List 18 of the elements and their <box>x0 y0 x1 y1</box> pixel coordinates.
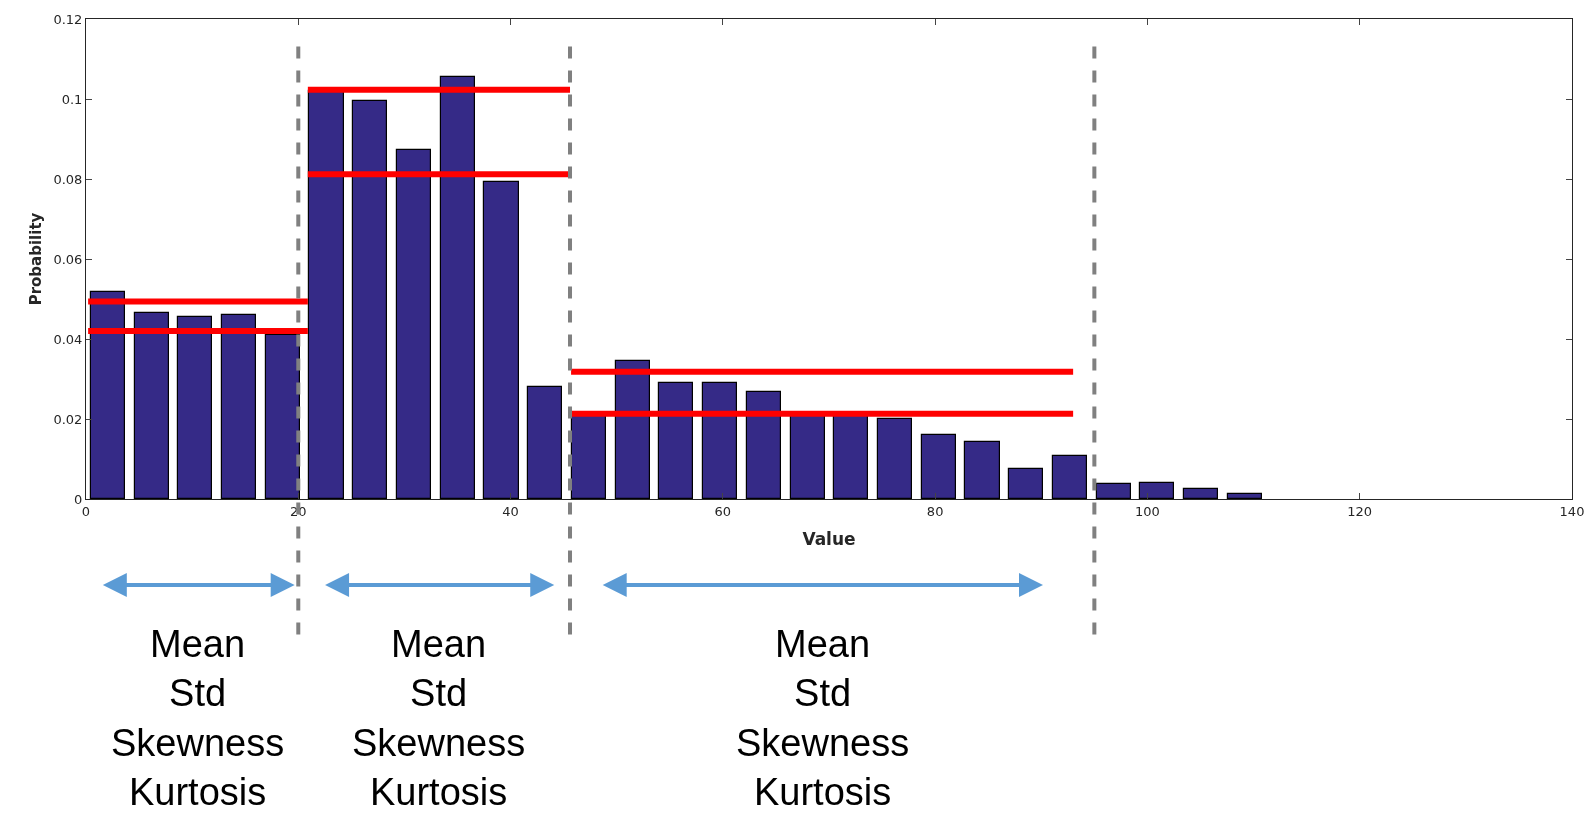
x-tick-label: 60 <box>714 503 732 519</box>
text: Mean Std Skewness Kurtosis <box>352 623 526 814</box>
x-axis-title: Value <box>802 529 856 549</box>
y-tick-label: 0.12 <box>53 11 83 27</box>
y-tick-label: 0.06 <box>53 251 83 267</box>
x-tick-label: 100 <box>1135 503 1160 519</box>
y-tick-label: 0.02 <box>53 411 83 427</box>
y-tick-label: 0.1 <box>61 91 83 107</box>
text: Mean Std Skewness Kurtosis <box>736 623 910 814</box>
x-tick-label: 120 <box>1347 503 1373 519</box>
y-axis-title: Probability <box>26 212 45 306</box>
x-tick-label: 80 <box>926 503 944 519</box>
x-tick-label: 40 <box>502 503 519 519</box>
y-tick-label: 0.08 <box>53 171 83 187</box>
x-tick-label: 140 <box>1559 503 1585 519</box>
y-tick-label: 0 <box>74 491 83 507</box>
y-tick-label: 0.04 <box>53 331 83 347</box>
text: Mean Std Skewness Kurtosis <box>111 623 285 814</box>
